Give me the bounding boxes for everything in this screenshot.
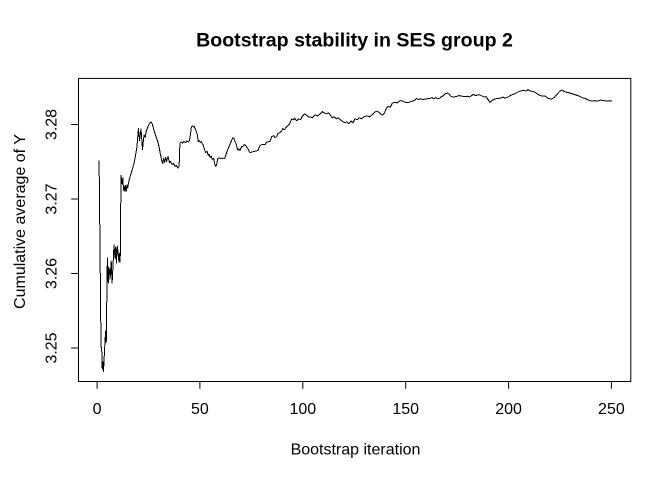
svg-text:3.28: 3.28 (43, 109, 60, 140)
svg-text:150: 150 (392, 401, 419, 418)
svg-text:3.25: 3.25 (43, 332, 60, 363)
svg-text:Cumulative average of Y: Cumulative average of Y (12, 134, 29, 309)
svg-text:250: 250 (598, 401, 625, 418)
svg-text:3.27: 3.27 (43, 183, 60, 214)
svg-text:50: 50 (191, 401, 209, 418)
svg-text:100: 100 (289, 401, 316, 418)
svg-text:Bootstrap iteration: Bootstrap iteration (291, 441, 421, 458)
svg-text:Bootstrap stability in SES gro: Bootstrap stability in SES group 2 (196, 30, 513, 52)
svg-text:0: 0 (93, 401, 102, 418)
svg-text:3.26: 3.26 (43, 258, 60, 289)
svg-text:200: 200 (495, 401, 522, 418)
